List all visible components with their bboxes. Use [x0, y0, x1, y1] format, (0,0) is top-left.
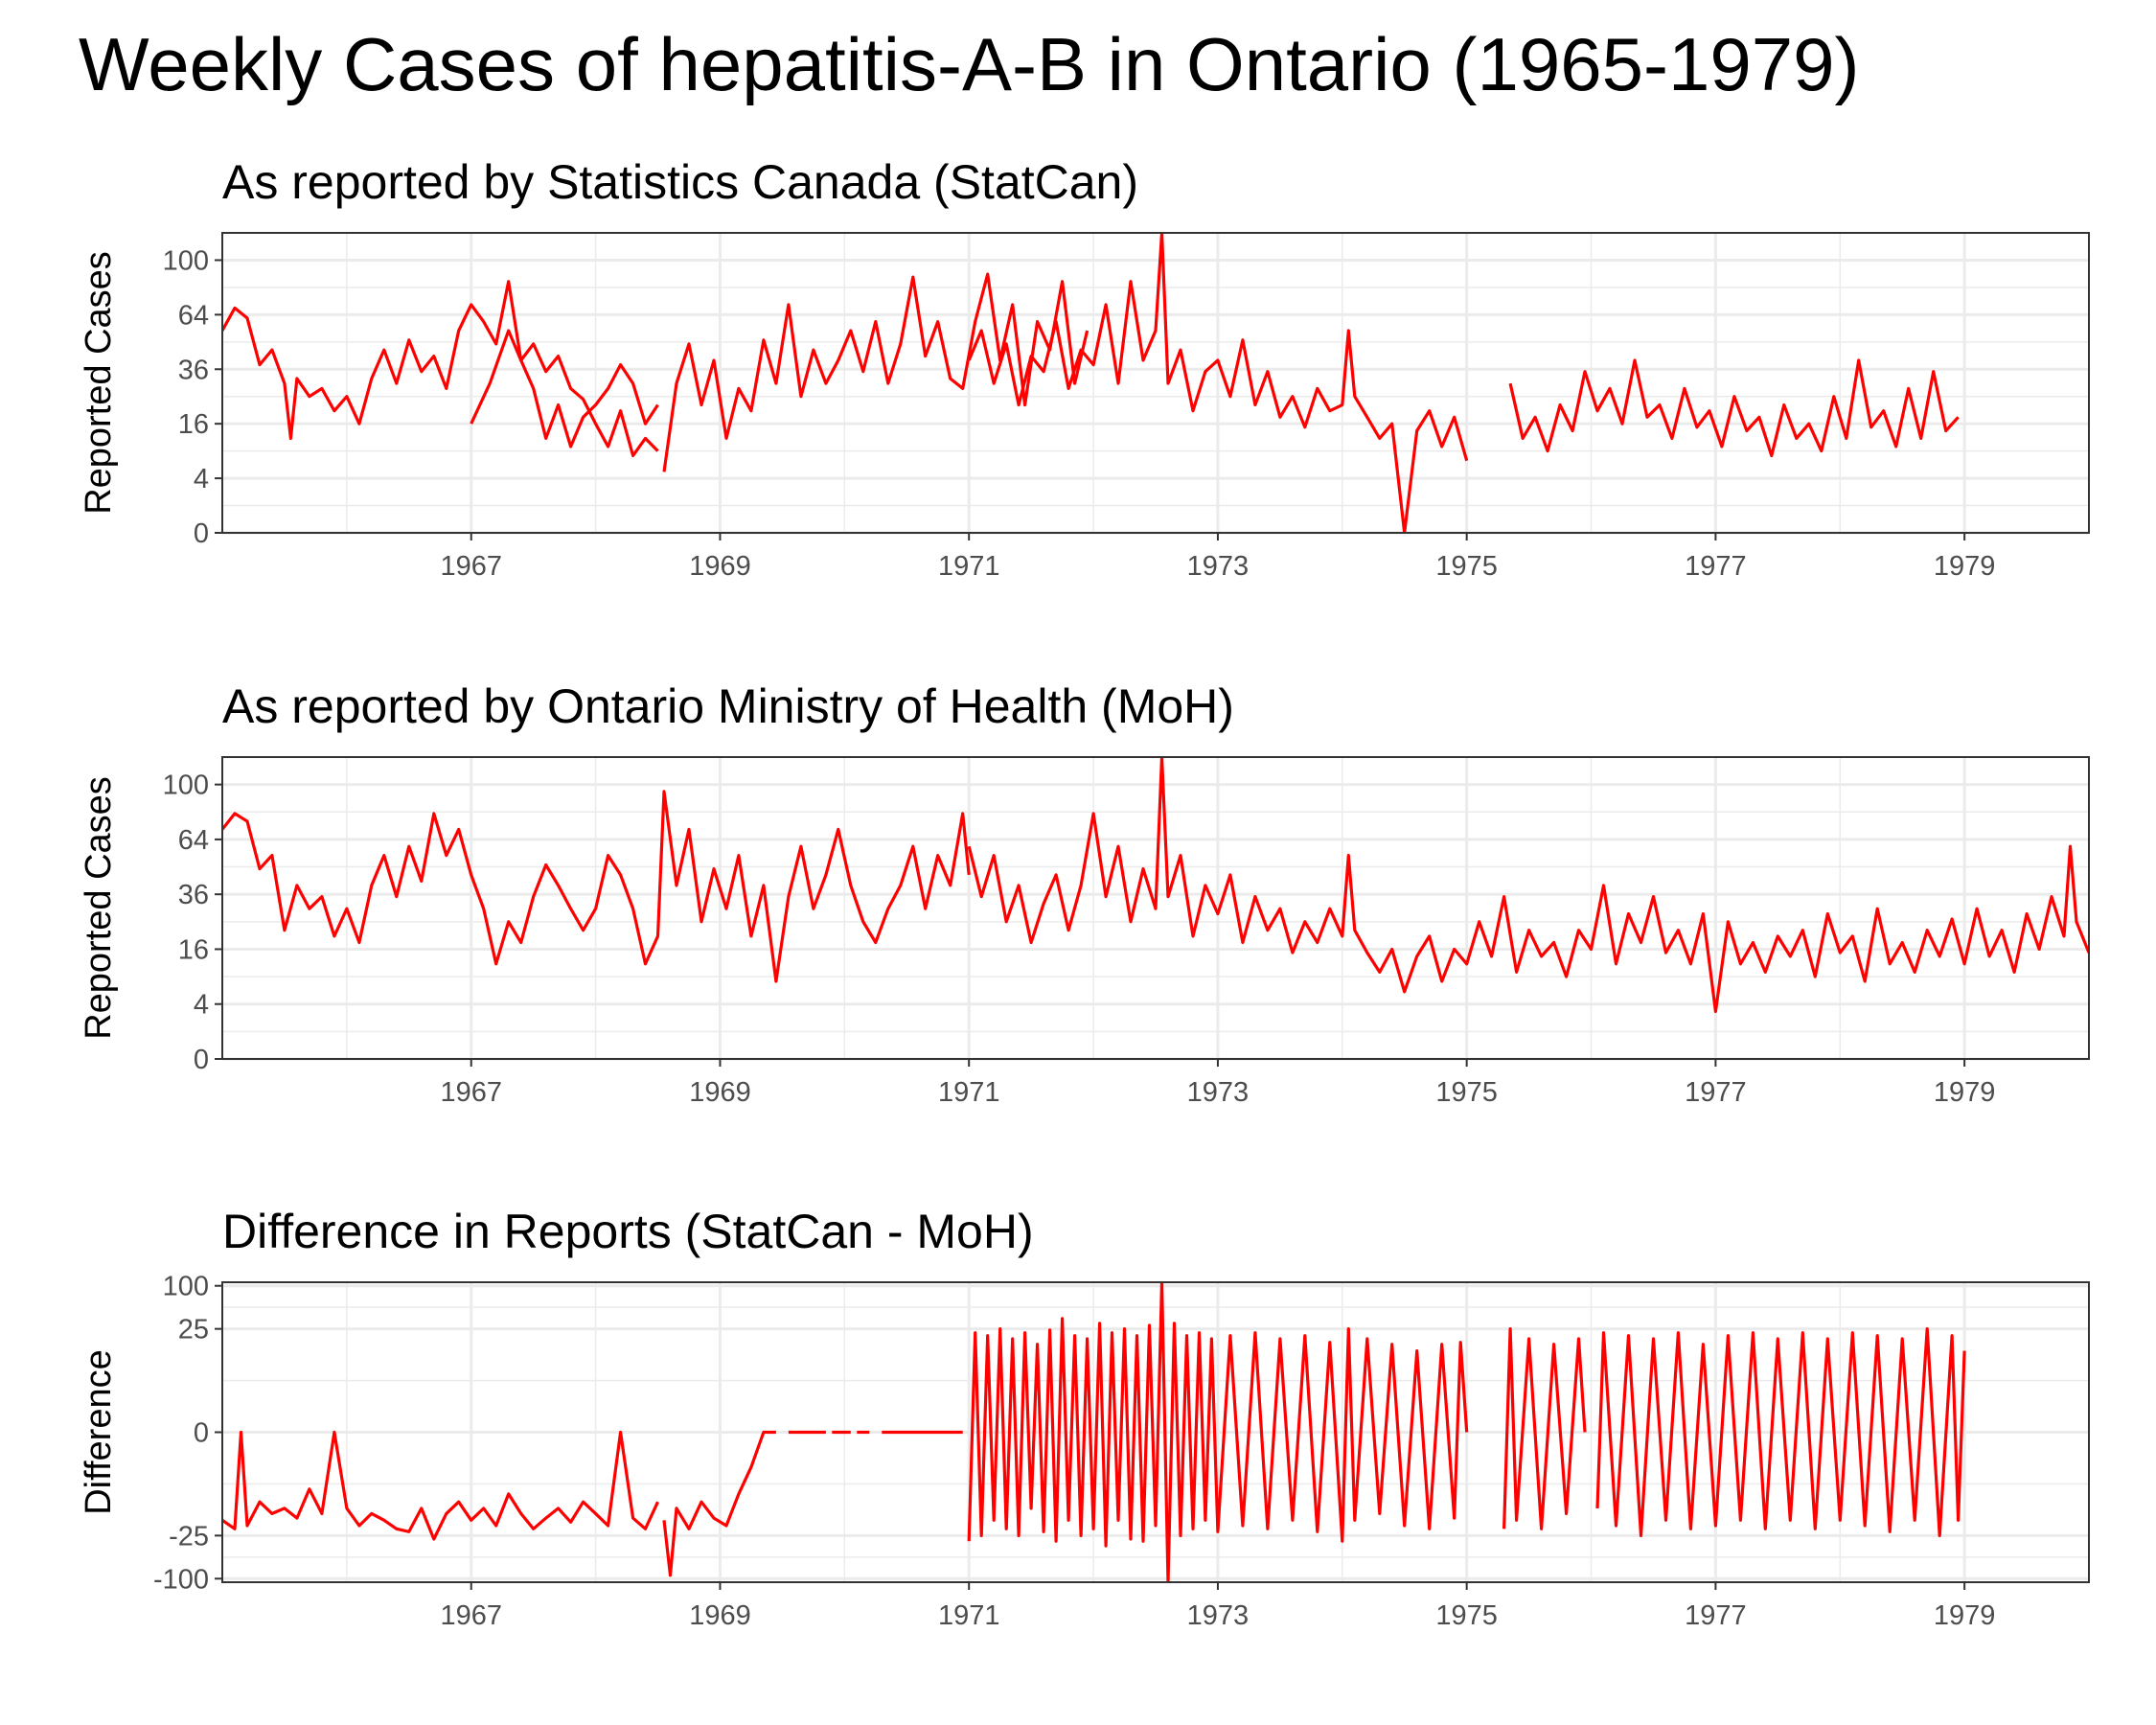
x-tick-label: 1971: [938, 551, 1000, 582]
y-tick-label: 36: [178, 880, 209, 910]
x-tick-label: 1973: [1187, 551, 1250, 582]
series-line: [662, 1430, 776, 1577]
panel-title-difference: Difference in Reports (StatCan - MoH): [222, 1205, 1034, 1258]
panel-title-moh: As reported by Ontario Ministry of Healt…: [222, 679, 1234, 733]
y-tick-label: -25: [169, 1521, 209, 1552]
y-axis-title: Difference: [79, 1349, 119, 1515]
x-tick-label: 1967: [440, 1600, 502, 1631]
y-tick-label: 4: [194, 464, 209, 494]
series-line: [222, 790, 971, 983]
x-tick-label: 1979: [1934, 551, 1996, 582]
y-tick-label: 0: [194, 1418, 209, 1449]
x-tick-label: 1975: [1435, 1077, 1498, 1108]
x-tick-label: 1971: [938, 1600, 1000, 1631]
y-tick-label: 25: [178, 1315, 209, 1346]
y-tick-label: 64: [178, 825, 209, 856]
x-tick-label: 1975: [1435, 551, 1498, 582]
y-tick-label: 100: [163, 770, 209, 801]
series-line: [1502, 1327, 1587, 1530]
series-line: [1508, 358, 1960, 458]
x-tick-label: 1977: [1685, 1600, 1747, 1631]
x-tick-label: 1977: [1685, 551, 1747, 582]
x-tick-label: 1969: [689, 1600, 751, 1631]
series-line: [222, 280, 659, 448]
y-tick-label: 100: [163, 1272, 209, 1302]
x-tick-label: 1973: [1187, 1600, 1250, 1631]
x-tick-label: 1975: [1435, 1600, 1498, 1631]
x-tick-label: 1977: [1685, 1077, 1747, 1108]
panel-title-statcan: As reported by Statistics Canada (StatCa…: [222, 155, 1139, 209]
figure-title: Weekly Cases of hepatitis-A-B in Ontario…: [79, 22, 1860, 106]
y-axis-title: Reported Cases: [79, 776, 119, 1040]
y-tick-label: 36: [178, 355, 209, 385]
series-line: [967, 233, 1469, 533]
x-tick-label: 1967: [440, 1077, 502, 1108]
series-line: [222, 1430, 659, 1541]
y-tick-label: 100: [163, 245, 209, 276]
y-tick-label: 16: [178, 934, 209, 965]
x-tick-label: 1971: [938, 1077, 1000, 1108]
x-tick-label: 1969: [689, 551, 751, 582]
y-tick-label: 4: [194, 990, 209, 1021]
series-line: [1595, 1327, 1966, 1537]
y-tick-label: 0: [194, 518, 209, 549]
panel-frame: [221, 232, 2090, 534]
x-tick-label: 1979: [1934, 1077, 1996, 1108]
y-tick-label: 64: [178, 300, 209, 331]
x-tick-label: 1969: [689, 1077, 751, 1108]
y-tick-label: 16: [178, 409, 209, 440]
y-tick-label: 0: [194, 1045, 209, 1075]
x-tick-label: 1979: [1934, 1600, 1996, 1631]
series-line: [470, 329, 659, 458]
series-line: [967, 757, 2089, 1013]
y-tick-label: -100: [153, 1564, 209, 1595]
x-tick-label: 1967: [440, 551, 502, 582]
series-line: [662, 272, 1089, 472]
y-axis-title: Reported Cases: [79, 251, 119, 515]
series-line: [967, 1282, 1469, 1582]
x-tick-label: 1973: [1187, 1077, 1250, 1108]
panel-frame: [221, 756, 2090, 1060]
